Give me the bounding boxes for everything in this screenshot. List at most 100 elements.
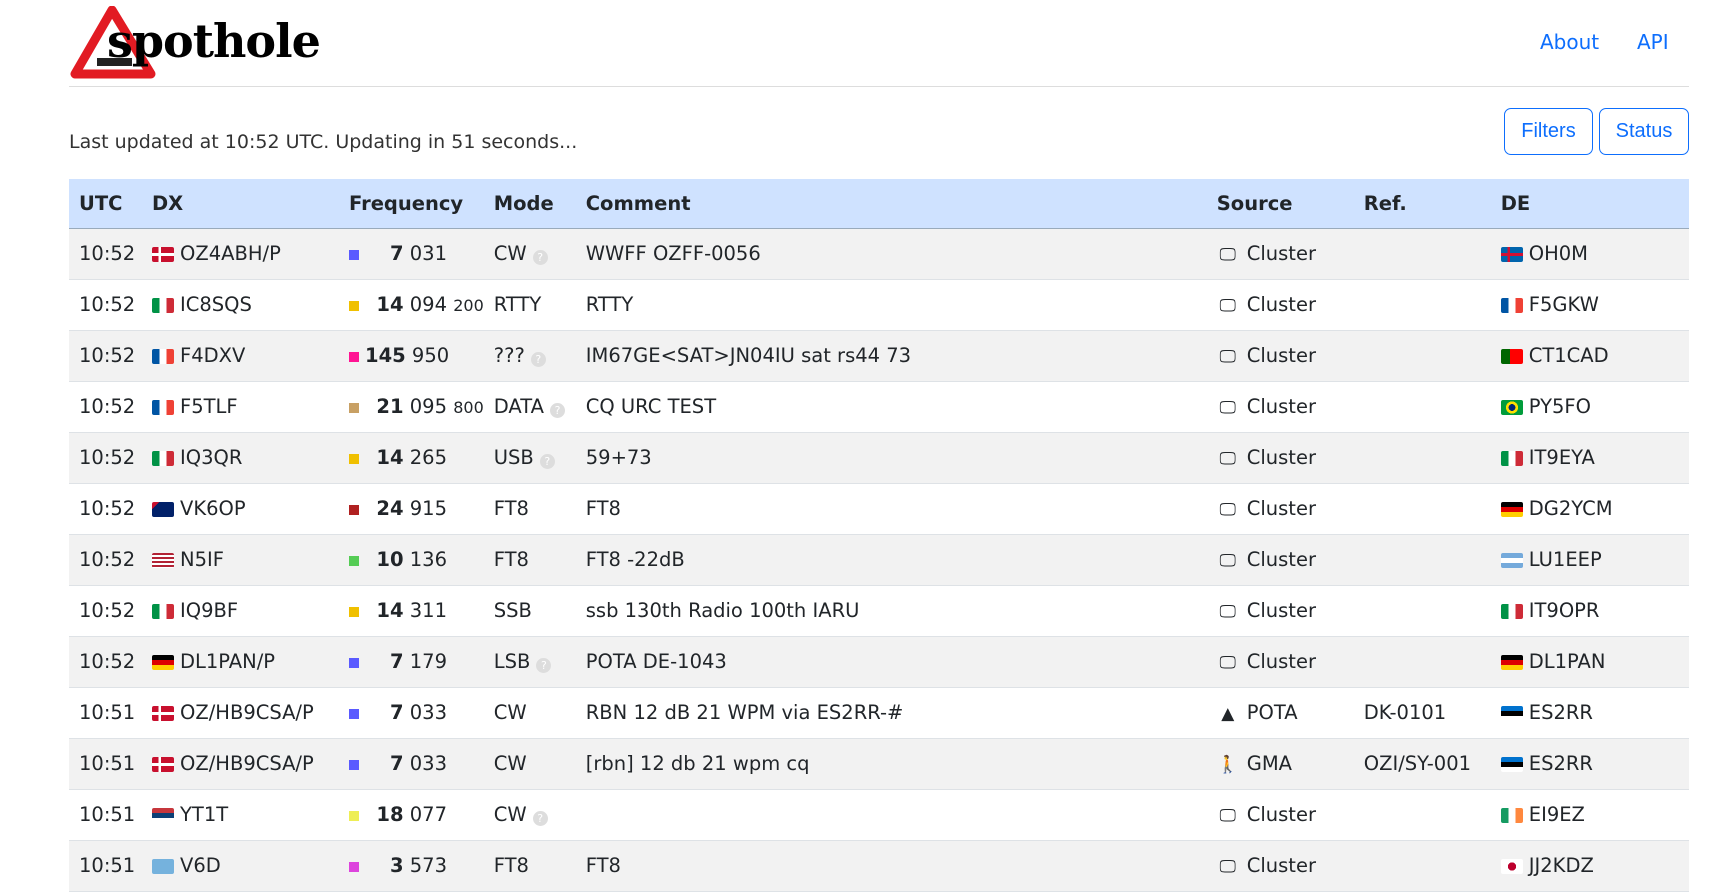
source-cell: 🖵 Cluster	[1207, 483, 1354, 534]
utc: 10:51	[79, 752, 136, 775]
status-button[interactable]: Status	[1599, 108, 1689, 155]
ref[interactable]	[1354, 279, 1491, 330]
de-cell: ES2RR	[1491, 687, 1689, 738]
source-cell: 🖵 Cluster	[1207, 636, 1354, 687]
dx-callsign[interactable]: DL1PAN/P	[180, 650, 276, 673]
ref[interactable]	[1354, 381, 1491, 432]
freq-mhz: 7	[389, 752, 404, 775]
table-row[interactable]: 10:52 IQ9BF 14 311 SSB ssb 130th Radio 1…	[69, 585, 1689, 636]
utc: 10:52	[79, 395, 136, 418]
dx-callsign[interactable]: F4DXV	[180, 344, 246, 367]
table-row[interactable]: 10:52 DL1PAN/P 7 179 LSB? POTA DE-1043 🖵…	[69, 636, 1689, 687]
table-row[interactable]: 10:52 IC8SQS 14 094 200 RTTY RTTY 🖵 Clust…	[69, 279, 1689, 330]
de-callsign[interactable]: ES2RR	[1528, 701, 1593, 724]
filters-button[interactable]: Filters	[1504, 108, 1593, 155]
ref[interactable]	[1354, 534, 1491, 585]
mode-cell: FT8	[484, 840, 576, 891]
source: GMA	[1246, 752, 1293, 775]
flag-dk-icon	[152, 706, 174, 721]
col-source[interactable]: Source	[1216, 191, 1293, 215]
ref[interactable]	[1354, 636, 1491, 687]
table-row[interactable]: 10:51 V6D 3 573 FT8 FT8 🖵 Cluster JJ2KDZ	[69, 840, 1689, 891]
help-icon[interactable]: ?	[550, 403, 565, 418]
dx-callsign[interactable]: YT1T	[180, 803, 229, 826]
help-icon[interactable]: ?	[536, 658, 552, 673]
comment: IM67GE<SAT>JN04IU sat rs44 73	[585, 344, 912, 367]
ref[interactable]: DK-0101	[1363, 701, 1447, 724]
dx-callsign[interactable]: OZ/HB9CSA/P	[180, 752, 314, 775]
de-callsign[interactable]: IT9OPR	[1528, 599, 1600, 622]
flag-fr-icon	[1500, 298, 1523, 313]
comment: FT8	[585, 497, 621, 520]
de-callsign[interactable]: JJ2KDZ	[1528, 854, 1594, 877]
monitor-icon: 🖵	[1219, 653, 1236, 673]
table-row[interactable]: 10:51 OZ/HB9CSA/P 7 033 CW [rbn] 12 db 2…	[69, 738, 1689, 789]
ref[interactable]	[1354, 585, 1491, 636]
comment: WWFF OZFF-0056	[585, 242, 761, 265]
ref[interactable]	[1354, 789, 1491, 840]
de-callsign[interactable]: IT9EYA	[1528, 446, 1595, 469]
ref[interactable]	[1354, 330, 1491, 381]
de-callsign[interactable]: DL1PAN	[1528, 650, 1606, 673]
freq-mhz: 7	[389, 242, 404, 265]
col-mode[interactable]: Mode	[493, 191, 554, 215]
dx-callsign[interactable]: OZ/HB9CSA/P	[180, 701, 314, 724]
utc: 10:52	[79, 446, 136, 469]
table-row[interactable]: 10:52 F5TLF 21 095 800 DATA? CQ URC TEST…	[69, 381, 1689, 432]
utc: 10:51	[79, 701, 136, 724]
col-dx[interactable]: DX	[152, 191, 184, 215]
dx-callsign[interactable]: V6D	[180, 854, 221, 877]
de-callsign[interactable]: EI9EZ	[1528, 803, 1585, 826]
table-row[interactable]: 10:52 IQ3QR 14 265 USB? 59+73 🖵 Cluster I…	[69, 432, 1689, 483]
freq-khz: 095	[409, 395, 447, 418]
dx-callsign[interactable]: OZ4ABH/P	[180, 242, 281, 265]
table-row[interactable]: 10:51 YT1T 18 077 CW? 🖵 Cluster EI9EZ	[69, 789, 1689, 840]
table-row[interactable]: 10:52 VK6OP 24 915 FT8 FT8 🖵 Cluster DG2Y…	[69, 483, 1689, 534]
mode-cell: DATA?	[484, 381, 576, 432]
col-utc[interactable]: UTC	[79, 191, 123, 215]
help-icon[interactable]: ?	[532, 250, 548, 265]
de-callsign[interactable]: CT1CAD	[1528, 344, 1609, 367]
de-callsign[interactable]: DG2YCM	[1528, 497, 1613, 520]
ref[interactable]	[1354, 228, 1491, 279]
flag-rs-icon	[152, 808, 174, 823]
band-color-icon	[349, 301, 359, 311]
spothole-logo[interactable]: spothole	[69, 6, 321, 81]
de-callsign[interactable]: F5GKW	[1528, 293, 1599, 316]
col-comment[interactable]: Comment	[585, 191, 691, 215]
nav-about[interactable]: About	[1540, 30, 1600, 54]
table-row[interactable]: 10:51 OZ/HB9CSA/P 7 033 CW RBN 12 dB 21 …	[69, 687, 1689, 738]
dx-callsign[interactable]: N5IF	[180, 548, 224, 571]
source: Cluster	[1246, 293, 1316, 316]
de-callsign[interactable]: ES2RR	[1528, 752, 1593, 775]
de-callsign[interactable]: PY5FO	[1528, 395, 1591, 418]
col-de[interactable]: DE	[1500, 191, 1531, 215]
col-frequency[interactable]: Frequency	[349, 191, 464, 215]
de-callsign[interactable]: LU1EEP	[1528, 548, 1602, 571]
dx-callsign[interactable]: VK6OP	[180, 497, 246, 520]
nav-api[interactable]: API	[1637, 30, 1669, 54]
ref[interactable]: OZI/SY-001	[1363, 752, 1472, 775]
dx-callsign[interactable]: F5TLF	[180, 395, 238, 418]
table-row[interactable]: 10:52 OZ4ABH/P 7 031 CW? WWFF OZFF-0056 …	[69, 228, 1689, 279]
utc: 10:52	[79, 497, 136, 520]
help-icon[interactable]: ?	[532, 811, 548, 826]
comment: POTA DE-1043	[585, 650, 727, 673]
dx-callsign[interactable]: IC8SQS	[180, 293, 252, 316]
band-color-icon	[349, 862, 359, 872]
ref[interactable]	[1354, 840, 1491, 891]
table-row[interactable]: 10:52 N5IF 10 136 FT8 FT8 -22dB 🖵 Cluster…	[69, 534, 1689, 585]
ref[interactable]	[1354, 432, 1491, 483]
flag-us-icon	[152, 553, 174, 568]
help-icon[interactable]: ?	[539, 454, 555, 469]
dx-callsign[interactable]: IQ9BF	[180, 599, 239, 622]
flag-ax-icon	[1500, 247, 1523, 262]
col-ref[interactable]: Ref.	[1363, 191, 1407, 215]
de-callsign[interactable]: OH0M	[1528, 242, 1588, 265]
table-row[interactable]: 10:52 F4DXV 145 950 ???? IM67GE<SAT>JN04…	[69, 330, 1689, 381]
mode-cell: FT8	[484, 534, 576, 585]
freq-khz: 094	[409, 293, 447, 316]
ref[interactable]	[1354, 483, 1491, 534]
dx-callsign[interactable]: IQ3QR	[180, 446, 243, 469]
help-icon[interactable]: ?	[530, 352, 546, 367]
